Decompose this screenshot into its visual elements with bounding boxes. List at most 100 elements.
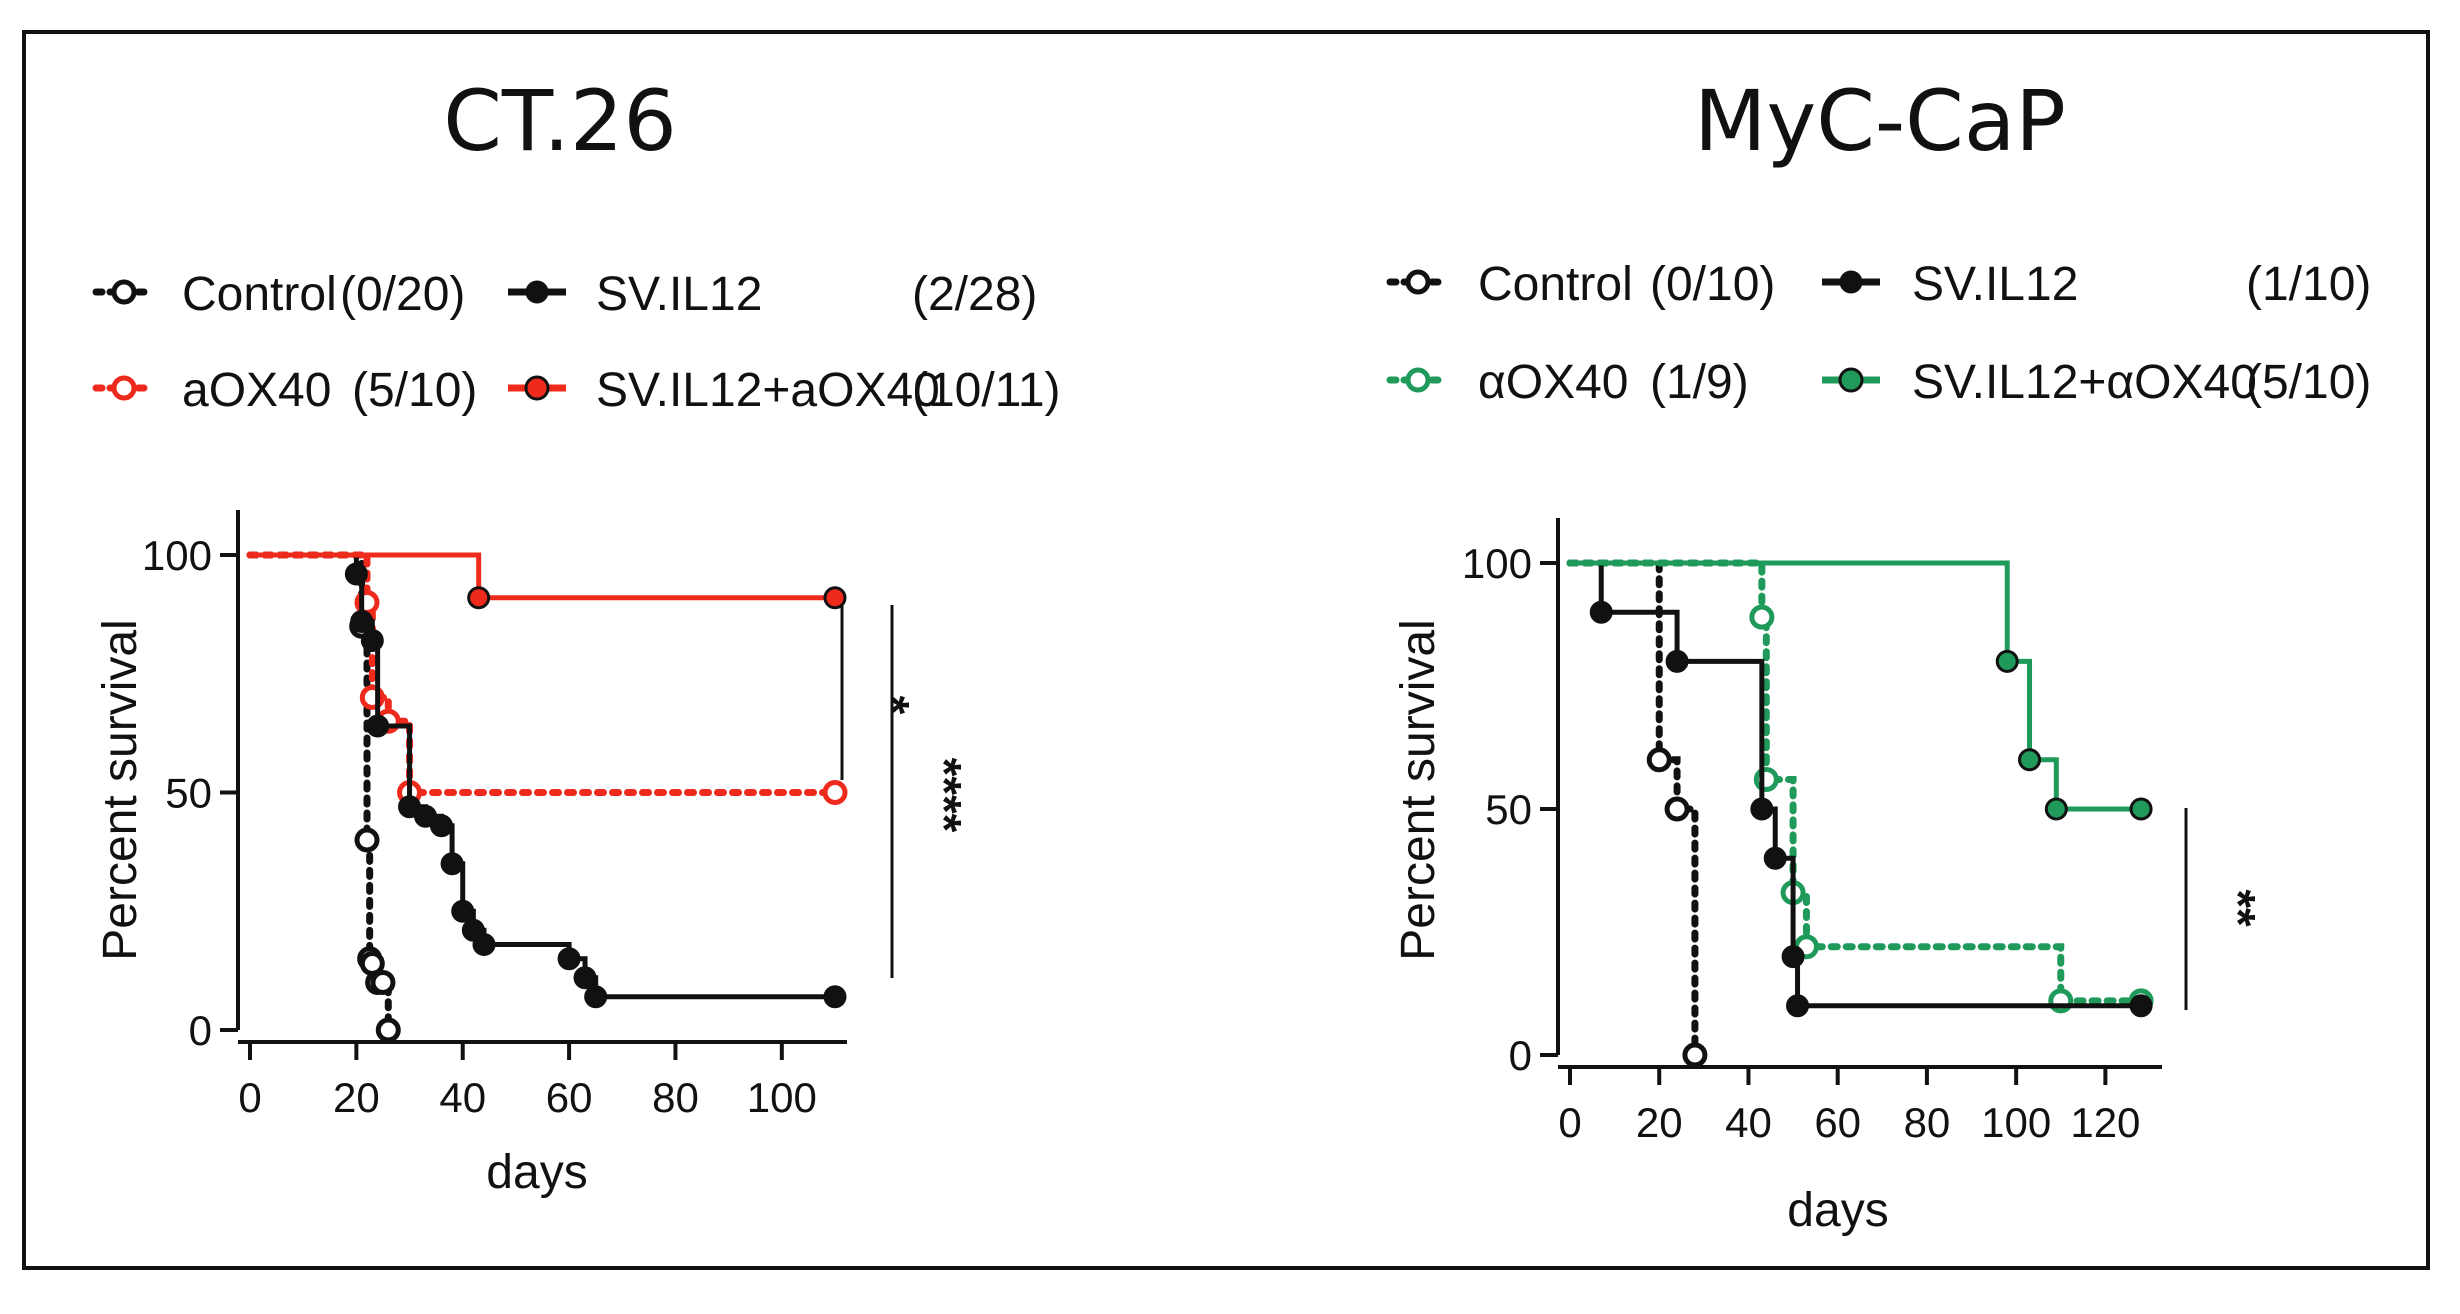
series-line — [250, 552, 835, 1000]
legend-marker — [525, 280, 549, 304]
significance-annotations: ** — [2184, 808, 2264, 1010]
data-point — [472, 933, 496, 956]
legend-count: (5/10) — [2246, 356, 2371, 409]
legend-count: (1/10) — [2246, 258, 2371, 311]
x-tick-label: 0 — [1558, 1099, 1581, 1146]
legend-count: (2/28) — [912, 268, 1037, 321]
data-point — [2044, 797, 2068, 821]
data-point — [1781, 945, 1805, 969]
legend-count: (0/20) — [340, 268, 465, 321]
data-point — [584, 985, 608, 1009]
legend-label: Control — [1478, 258, 1633, 311]
legend-marker — [1405, 269, 1431, 295]
legend-label: SV.IL12 — [1912, 258, 2078, 311]
y-tick-label: 0 — [1509, 1032, 1532, 1079]
y-tick-label: 0 — [189, 1007, 212, 1054]
data-point — [354, 827, 380, 853]
data-point — [429, 814, 453, 838]
legend-item-aox40: αOX40 (1/9) — [1386, 356, 1749, 409]
legend-item-svil12-aox40: SV.IL12+aOX40 (10/11) — [508, 364, 1061, 417]
data-point — [573, 966, 597, 990]
data-point — [822, 780, 848, 805]
data-point — [370, 970, 396, 995]
series-line — [250, 552, 835, 601]
x-tick-label: 80 — [652, 1074, 699, 1121]
data-point — [1665, 649, 1689, 673]
legend-label: SV.IL12+αOX40 — [1912, 356, 2257, 409]
y-tick-label: 100 — [142, 532, 212, 579]
data-point — [1995, 649, 2019, 673]
plot-area: 0 50 100 0 20 40 60 80 100 — [142, 510, 848, 1121]
legend-item-svil12: SV.IL12 (1/10) — [1822, 258, 2371, 311]
data-point — [366, 714, 390, 738]
legend-item-aox40: aOX40 (5/10) — [92, 364, 477, 417]
legend-marker — [111, 375, 137, 401]
data-point — [2129, 797, 2153, 821]
data-point — [350, 610, 374, 633]
chart-title: CT.26 — [443, 72, 677, 170]
y-axis-label: Percent survival — [94, 619, 147, 960]
legend: Control (0/20) aOX40 (5/10) SV.IL12 (2/2… — [92, 268, 1061, 417]
data-point — [451, 899, 475, 923]
legend-label: SV.IL12 — [596, 268, 762, 321]
data-point — [1664, 796, 1690, 822]
y-axis-label: Percent survival — [1392, 619, 1445, 960]
x-tick-label: 80 — [1904, 1099, 1951, 1146]
y-tick-label: 100 — [1462, 540, 1532, 587]
x-tick-label: 20 — [333, 1074, 380, 1121]
legend-count: (5/10) — [352, 364, 477, 417]
data-point — [823, 586, 847, 610]
legend-marker — [1839, 270, 1863, 294]
series-line — [1570, 560, 2142, 812]
x-tick-label: 60 — [1814, 1099, 1861, 1146]
data-point — [1589, 600, 1613, 624]
data-point — [375, 1017, 401, 1043]
legend-count: (1/9) — [1650, 356, 1749, 409]
legend-marker — [1405, 367, 1431, 393]
y-tick-label: 50 — [165, 770, 212, 817]
legend: Control (0/10) αOX40 (1/9) SV.IL12 (1/10… — [1386, 258, 2371, 409]
x-tick-label: 20 — [1636, 1099, 1683, 1146]
legend-marker — [111, 279, 137, 305]
legend-marker — [524, 375, 550, 401]
x-tick-label: 40 — [1725, 1099, 1772, 1146]
data-point — [360, 629, 384, 652]
legend-label: αOX40 — [1478, 356, 1629, 409]
x-axis-label: days — [486, 1146, 587, 1199]
x-tick-label: 40 — [439, 1074, 486, 1121]
panel-ct26: CT.26 Control (0/20) aOX40 (5/10) SV.IL1… — [92, 72, 1061, 1199]
data-point — [1749, 604, 1775, 630]
data-point — [1750, 797, 1774, 821]
data-point — [467, 586, 491, 610]
plot-area: 0 50 100 0 20 40 60 80 100 120 — [1462, 518, 2162, 1146]
significance-star: ** — [2211, 889, 2264, 927]
legend-item-svil12: SV.IL12 (2/28) — [508, 268, 1037, 321]
data-point — [2018, 748, 2042, 772]
legend-marker — [1838, 367, 1864, 393]
x-tick-label: 100 — [1981, 1099, 2051, 1146]
data-point — [1646, 747, 1672, 773]
panel-myc-cap: MyC-CaP Control (0/10) αOX40 (1/9) SV.IL… — [1386, 72, 2371, 1237]
x-axis-label: days — [1787, 1184, 1888, 1237]
data-point — [2129, 994, 2153, 1018]
legend-item-control: Control (0/10) — [1386, 258, 1775, 311]
x-tick-label: 100 — [747, 1074, 817, 1121]
legend-item-svil12-aox40: SV.IL12+αOX40 (5/10) — [1822, 356, 2371, 409]
data-point — [440, 852, 464, 876]
significance-annotations: * **** — [840, 605, 970, 978]
chart-title: MyC-CaP — [1694, 72, 2066, 170]
legend-count: (10/11) — [912, 364, 1061, 417]
data-point — [344, 562, 368, 586]
figure-frame — [22, 30, 2430, 1270]
x-tick-label: 60 — [546, 1074, 593, 1121]
data-point — [557, 947, 581, 971]
x-tick-label: 120 — [2070, 1099, 2140, 1146]
series-line — [246, 551, 839, 796]
data-point — [1753, 766, 1779, 792]
significance-star: **** — [917, 758, 970, 833]
data-point — [1763, 846, 1787, 870]
data-point — [1786, 994, 1810, 1018]
data-point — [1682, 1042, 1708, 1068]
legend-label: SV.IL12+aOX40 — [596, 364, 940, 417]
